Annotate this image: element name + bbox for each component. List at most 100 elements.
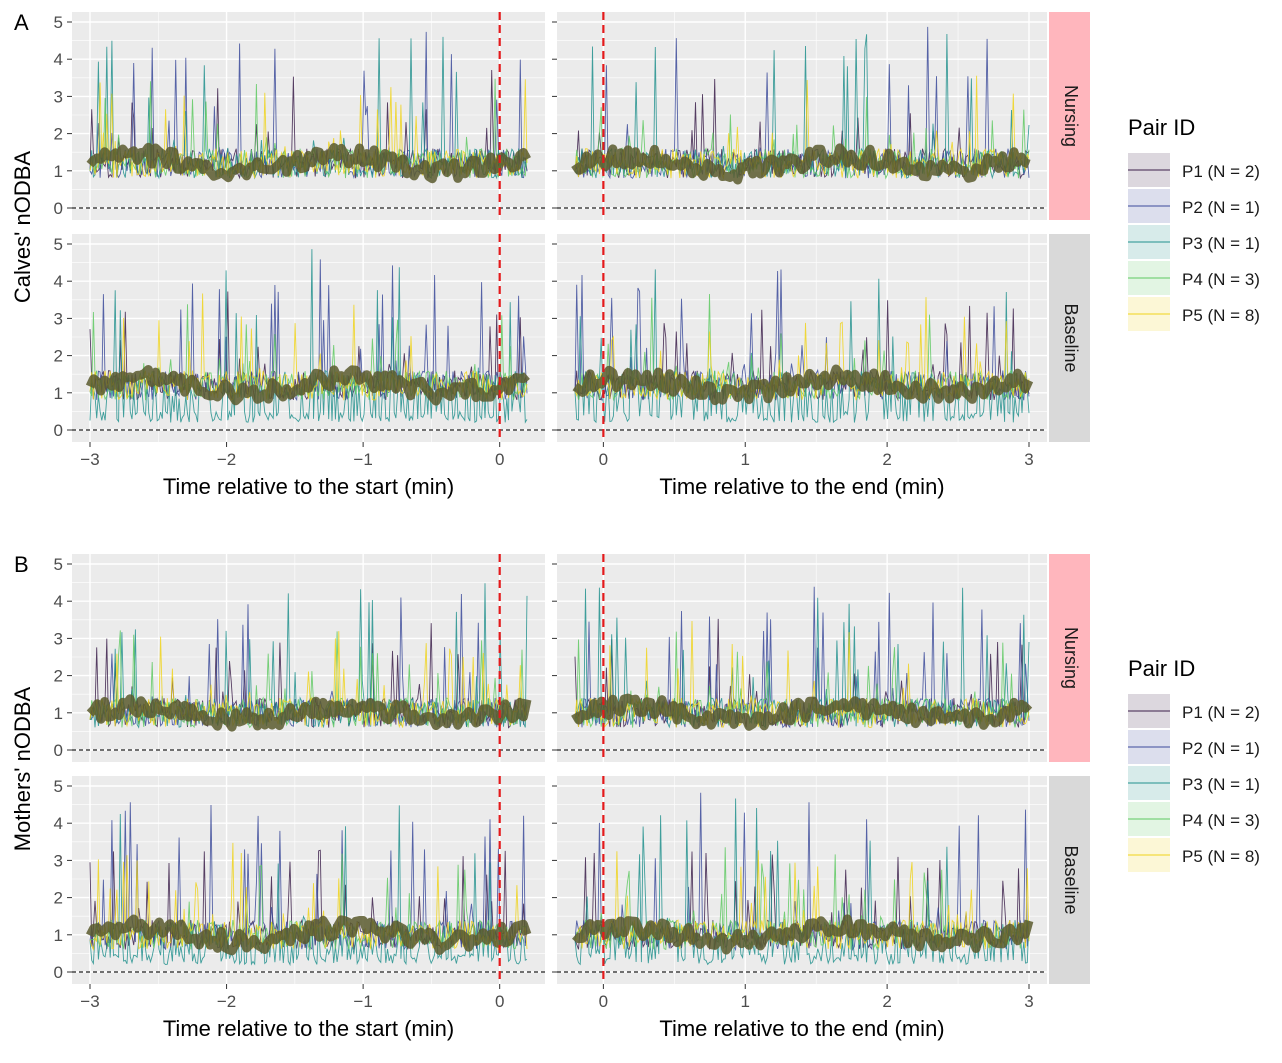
x-axis-title: Time relative to the end (min) xyxy=(659,1016,944,1041)
panel-background xyxy=(72,554,545,762)
legend-label: P1 (N = 2) xyxy=(1182,162,1260,181)
plot-nursing-right xyxy=(552,554,1047,762)
x-tick-label: 3 xyxy=(1024,450,1033,469)
y-tick-label: 1 xyxy=(54,384,63,403)
x-tick-label: 0 xyxy=(599,992,608,1011)
x-axis-title: Time relative to the start (min) xyxy=(163,1016,454,1041)
legend-title: Pair ID xyxy=(1128,115,1195,140)
y-tick-label: 4 xyxy=(54,272,63,291)
legend-label: P3 (N = 1) xyxy=(1182,234,1260,253)
legend-label: P1 (N = 2) xyxy=(1182,703,1260,722)
strip-background xyxy=(1049,776,1090,984)
plot-baseline-right: 0 1 2 3 Time relative to the end (min) xyxy=(552,234,1047,499)
x-tick-label: 0 xyxy=(599,450,608,469)
strip-nursing: Nursing xyxy=(1049,12,1090,220)
x-tick-label: −3 xyxy=(80,992,99,1011)
x-tick-label: 2 xyxy=(882,450,891,469)
x-tick-label: 1 xyxy=(741,992,750,1011)
strip-label: Baseline xyxy=(1061,845,1081,914)
y-tick-label: 3 xyxy=(54,629,63,648)
x-tick-label: 0 xyxy=(495,992,504,1011)
panel-background xyxy=(557,12,1047,220)
plot-nursing-left: 0 1 2 3 4 5 xyxy=(54,12,545,220)
legend-item: P2 (N = 1) xyxy=(1128,730,1260,764)
y-tick-label: 2 xyxy=(54,347,63,366)
x-tick-label: 3 xyxy=(1024,992,1033,1011)
mean-line xyxy=(85,914,532,956)
legend-label: P5 (N = 8) xyxy=(1182,847,1260,866)
y-tick-label: 2 xyxy=(54,125,63,144)
legend-label: P5 (N = 8) xyxy=(1182,306,1260,325)
y-tick-label: 4 xyxy=(54,592,63,611)
y-tick-label: 1 xyxy=(54,926,63,945)
series-line-5 xyxy=(574,297,1030,401)
legend-label: P2 (N = 1) xyxy=(1182,739,1260,758)
mean-line xyxy=(572,914,1034,955)
mean-line xyxy=(86,694,532,732)
strip-nursing: Nursing xyxy=(1049,554,1090,762)
y-tick-label: 3 xyxy=(54,309,63,328)
y-tick-label: 4 xyxy=(54,814,63,833)
legend-label: P4 (N = 3) xyxy=(1182,811,1260,830)
legend: Pair ID P1 (N = 2) P2 (N = 1) P3 (N = 1) P4 … xyxy=(1128,656,1260,872)
y-tick-label: 3 xyxy=(54,87,63,106)
y-tick-label: 0 xyxy=(54,963,63,982)
legend-item: P4 (N = 3) xyxy=(1128,802,1260,836)
panel-letter: A xyxy=(14,10,29,35)
panel-background xyxy=(557,554,1047,762)
panel-letter: B xyxy=(14,552,29,577)
legend: Pair ID P1 (N = 2) P2 (N = 1) P3 (N = 1) P4 … xyxy=(1128,115,1260,331)
mean-line xyxy=(571,693,1033,731)
legends: Pair ID P1 (N = 2) P2 (N = 1) P3 (N = 1) P4 … xyxy=(1128,115,1260,872)
y-tick-label: 2 xyxy=(54,889,63,908)
y-tick-label: 0 xyxy=(54,421,63,440)
legend-title: Pair ID xyxy=(1128,656,1195,681)
x-tick-label: −1 xyxy=(353,992,372,1011)
plot-nursing-left: 0 1 2 3 4 5 xyxy=(54,554,545,762)
y-tick-label: 4 xyxy=(54,50,63,69)
series-line-4 xyxy=(574,847,1030,951)
y-tick-label: 5 xyxy=(54,777,63,796)
y-tick-label: 1 xyxy=(54,704,63,723)
legend-item: P5 (N = 8) xyxy=(1128,838,1260,872)
y-axis-title: Calves' nODBA xyxy=(10,151,35,303)
panel-b: 0 1 2 3 4 5 Nursing 0 1 2 3 4 5 −3 −2 −1 0 Time relative … xyxy=(10,552,1090,1041)
y-tick-label: 2 xyxy=(54,667,63,686)
y-tick-label: 5 xyxy=(54,555,63,574)
plot-baseline-left: 0 1 2 3 4 5 −3 −2 −1 0 Time relative to the start … xyxy=(54,776,545,1041)
y-tick-label: 1 xyxy=(54,162,63,181)
panel-a: 0 1 2 3 4 5 Nursing 0 1 2 3 4 5 −3 −2 −1 0 Time relative … xyxy=(10,10,1090,499)
legend-item: P5 (N = 8) xyxy=(1128,297,1260,331)
strip-label: Baseline xyxy=(1061,303,1081,372)
x-tick-label: −3 xyxy=(80,450,99,469)
x-tick-label: 2 xyxy=(882,992,891,1011)
legend-item: P2 (N = 1) xyxy=(1128,189,1260,223)
legend-label: P3 (N = 1) xyxy=(1182,775,1260,794)
y-tick-label: 5 xyxy=(54,13,63,32)
strip-background xyxy=(1049,12,1090,220)
strip-label: Nursing xyxy=(1061,627,1081,689)
series-line-3 xyxy=(89,249,528,424)
legend-item: P1 (N = 2) xyxy=(1128,694,1260,728)
x-tick-label: −1 xyxy=(353,450,372,469)
mean-line xyxy=(86,142,531,184)
panel-background xyxy=(72,12,545,220)
x-tick-label: −2 xyxy=(217,450,236,469)
y-tick-label: 5 xyxy=(54,235,63,254)
legend-item: P1 (N = 2) xyxy=(1128,153,1260,187)
strip-background xyxy=(1049,234,1090,442)
x-tick-label: 0 xyxy=(495,450,504,469)
legend-label: P2 (N = 1) xyxy=(1182,198,1260,217)
y-tick-label: 3 xyxy=(54,851,63,870)
legend-item: P3 (N = 1) xyxy=(1128,766,1260,800)
strip-background xyxy=(1049,554,1090,762)
x-tick-label: 1 xyxy=(741,450,750,469)
y-tick-label: 0 xyxy=(54,741,63,760)
series-line-3 xyxy=(574,269,1030,424)
mean-line xyxy=(572,364,1034,406)
legend-label: P4 (N = 3) xyxy=(1182,270,1260,289)
plot-nursing-right xyxy=(552,12,1047,220)
legend-item: P4 (N = 3) xyxy=(1128,261,1260,295)
x-axis-title: Time relative to the end (min) xyxy=(659,474,944,499)
